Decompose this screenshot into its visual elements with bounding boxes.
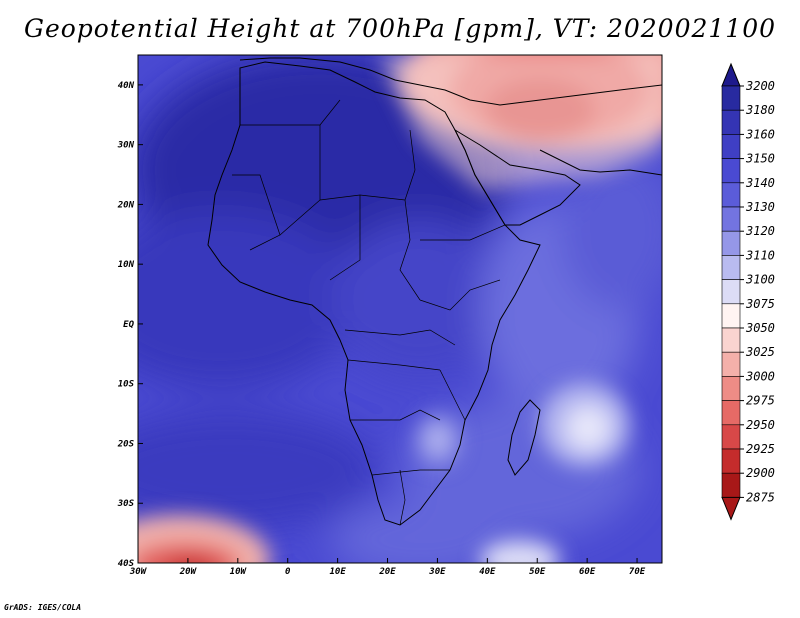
lon-tick-label: 20E <box>378 567 396 577</box>
lat-tick-label: 30N <box>117 141 135 151</box>
africa-coastline <box>207 61 541 526</box>
lat-tick-label: EQ <box>123 320 134 330</box>
lon-tick-label: 50E <box>529 567 546 577</box>
colorbar-swatch <box>721 182 741 208</box>
colorbar-label: 3025 <box>745 345 775 359</box>
lat-tick-label: 10S <box>118 380 135 390</box>
lon-tick-label: 40E <box>479 567 496 577</box>
colorbar-swatch <box>721 279 741 305</box>
colorbar-label: 2875 <box>746 490 775 504</box>
longitude-labels: 30W 20W 10W 0 10E 20E 30E 40E 50E 60E 70E <box>129 567 646 577</box>
colorbar-swatch <box>721 351 741 377</box>
colorbar-label: 3050 <box>745 321 775 335</box>
lon-tick-label: 30E <box>428 567 446 577</box>
colorbar-label: 3200 <box>745 79 775 93</box>
colorbar-label: 3160 <box>745 127 775 141</box>
colorbar-label: 3075 <box>745 297 775 311</box>
map-title: Geopotential Height at 700hPa [gpm], VT:… <box>23 14 777 43</box>
colorbar-swatch <box>721 230 741 256</box>
lat-tick-label: 10N <box>118 260 135 270</box>
colorbar-label: 3000 <box>745 369 775 383</box>
colorbar-swatch <box>721 424 741 450</box>
colorbar-swatch <box>721 134 741 159</box>
colorbar-label: 2900 <box>746 466 775 480</box>
colorbar-swatch <box>721 327 741 353</box>
lat-tick-label: 30S <box>117 499 135 509</box>
lat-tick-label: 20N <box>117 200 135 210</box>
grads-credit: GrADS: IGES/COLA <box>4 603 82 612</box>
latitude-labels: 40N 30N 20N 10N EQ 10S 20S 30S 40S <box>117 81 135 569</box>
colorbar-label: 3180 <box>745 103 775 117</box>
colorbar-label: 3110 <box>745 248 775 262</box>
country-borders <box>232 99 506 526</box>
colorbar-swatch <box>721 206 741 232</box>
lon-tick-label: 10W <box>230 567 248 577</box>
colorbar-label: 2975 <box>746 394 775 408</box>
colorbar-swatch <box>721 472 741 498</box>
colorbar-label: 2950 <box>746 418 775 432</box>
colorbar-swatch <box>721 303 741 329</box>
europe-coastline <box>239 57 662 106</box>
lon-tick-label: 0 <box>285 567 291 577</box>
colorbar-swatch <box>721 376 741 401</box>
lon-tick-label: 10E <box>329 567 346 577</box>
colorbar-swatch <box>721 255 741 280</box>
colorbar-label: 3130 <box>745 200 775 214</box>
lat-tick-label: 40N <box>118 81 135 91</box>
lon-tick-label: 70E <box>629 567 646 577</box>
colorbar-label: 3150 <box>745 152 775 166</box>
coastlines <box>207 57 662 526</box>
arabia-coastline <box>453 128 581 226</box>
lat-tick-label: 40S <box>118 559 135 569</box>
colorbar-top-arrow <box>721 62 741 87</box>
colorbar-swatch <box>721 400 741 426</box>
colorbar-label: 3120 <box>745 224 775 238</box>
colorbar-label: 3140 <box>745 176 775 190</box>
colorbar-swatch <box>721 158 741 184</box>
colorbar: 3200 3180 3160 3150 3140 3130 3120 3110 3100 3075… <box>721 62 775 521</box>
colorbar-label: 2925 <box>746 442 775 456</box>
height-field <box>138 55 662 563</box>
colorbar-swatch <box>721 85 741 111</box>
lon-tick-label: 60E <box>579 567 596 577</box>
colorbar-swatch <box>721 448 741 474</box>
plot-frame <box>137 54 663 564</box>
persian-gulf <box>539 149 662 176</box>
lon-tick-label: 30W <box>129 567 148 577</box>
madagascar-coastline <box>507 399 541 476</box>
colorbar-label: 3100 <box>745 273 775 287</box>
axis-ticks <box>137 84 638 564</box>
colorbar-bottom-arrow <box>721 496 741 521</box>
lat-tick-label: 20S <box>117 439 135 449</box>
lon-tick-label: 20W <box>179 567 198 577</box>
colorbar-swatch <box>721 109 741 135</box>
